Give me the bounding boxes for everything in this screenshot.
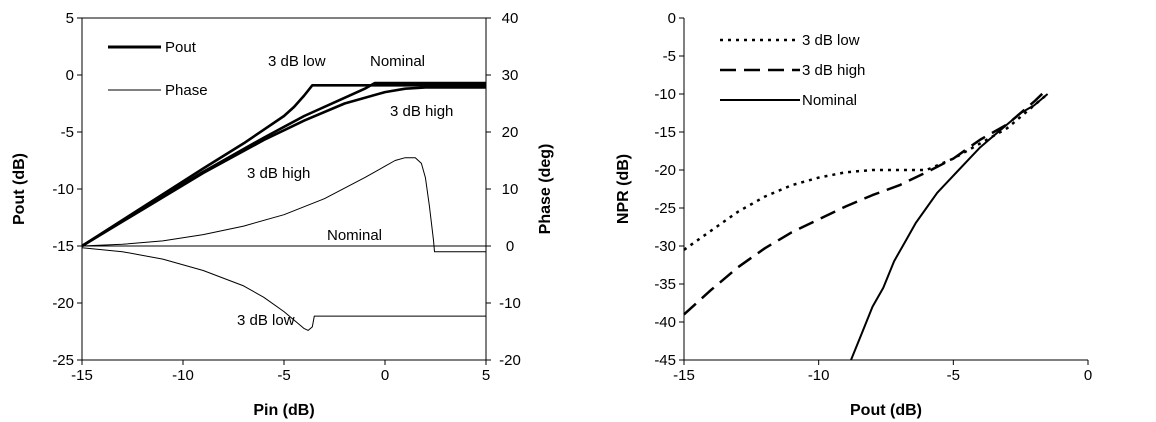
left-y-tick-label: 0 [66,67,74,84]
right-x-axis-label: Pout (dB) [850,402,922,419]
left-y2-tick-label: 0 [506,238,514,255]
left-y2-tick-label: 20 [502,124,519,141]
left-y-axis-label: Pout (dB) [11,153,28,225]
left-series-3-db-low-y2 [81,247,486,331]
left-x-axis-label: Pin (dB) [253,402,314,419]
left-annotation-4: 3 dB high [247,165,310,182]
right-y-tick-label: -30 [654,238,676,255]
right-series-3-db-low-y [683,93,1049,251]
left-x-tick-label: -5 [277,367,290,384]
right-y-axis-label: NPR (dB) [615,154,632,224]
right-series [683,87,1049,361]
left-x-tick-label: 0 [381,367,389,384]
left-y2-tick-label: 40 [502,10,519,27]
right-y-tick-label: -45 [654,352,676,369]
left-legend: Pout Phase [108,39,208,99]
left-y-tick-label: -25 [52,352,74,369]
legend-pout-label: Pout [165,39,197,56]
right-y-tick-label: -35 [654,276,676,293]
left-y2-tick-label: -10 [499,295,521,312]
right-series-nominal-y [850,93,1049,361]
right-x-tick-label: -15 [673,367,695,384]
right-y-tick-label: -25 [654,200,676,217]
left-y-ticks: 5 0 -5 -10 -15 -20 -25 [52,10,82,369]
right-y-tick-label: -10 [654,86,676,103]
right-y-tick-label: -15 [654,124,676,141]
right-x-ticks: -15 -10 -5 0 [673,360,1092,384]
left-y-tick-label: -5 [61,124,74,141]
left-y-tick-label: -10 [52,181,74,198]
left-annotation-1: 3 dB low [268,53,326,70]
left-y-tick-label: 5 [66,10,74,27]
right-x-tick-label: -5 [947,367,960,384]
right-y-tick-label: 0 [668,10,676,27]
left-series-3-db-low-y [81,84,486,248]
left-y-tick-label: -20 [52,295,74,312]
pout-phase-chart: -15 -10 -5 0 5 5 0 -5 -10 -15 -20 -25 40 30 20 10 0 -10… [11,10,554,419]
legend-3db-high-label: 3 dB high [802,62,865,79]
right-x-tick-label: 0 [1084,367,1092,384]
legend-3db-low-label: 3 dB low [802,32,860,49]
left-series-3-db-high-y [81,86,486,248]
left-x-tick-label: -10 [172,367,194,384]
left-annotation-2: Nominal [370,53,425,70]
left-annotation-6: 3 dB low [237,312,295,329]
right-x-tick-label: -10 [808,367,830,384]
left-x-ticks: -15 -10 -5 0 5 [71,360,490,384]
left-annotation-3: 3 dB high [390,103,453,120]
left-y2-axis-label: Phase (deg) [537,144,554,235]
left-series-3-db-high-y2 [81,157,486,253]
legend-nominal-label: Nominal [802,92,857,109]
right-y-ticks: 0 -5 -10 -15 -20 -25 -30 -35 -40 -45 [654,10,684,369]
left-y2-ticks: 40 30 20 10 0 -10 -20 [486,10,521,369]
right-legend: 3 dB low 3 dB high Nominal [720,32,865,109]
left-series [81,81,486,331]
right-series-3-db-high-y [683,87,1049,316]
right-y-tick-label: -20 [654,162,676,179]
right-y-tick-label: -5 [663,48,676,65]
left-y-tick-label: -15 [52,238,74,255]
left-annotation-5: Nominal [327,227,382,244]
left-y2-tick-label: 10 [502,181,519,198]
left-y2-tick-label: 30 [502,67,519,84]
left-x-tick-label: -15 [71,367,93,384]
right-y-tick-label: -40 [654,314,676,331]
legend-phase-label: Phase [165,82,208,99]
left-y2-tick-label: -20 [499,352,521,369]
npr-chart: -15 -10 -5 0 0 -5 -10 -15 -20 -25 -30 -35 -40 -45 Po… [615,10,1092,419]
left-x-tick-label: 5 [482,367,490,384]
